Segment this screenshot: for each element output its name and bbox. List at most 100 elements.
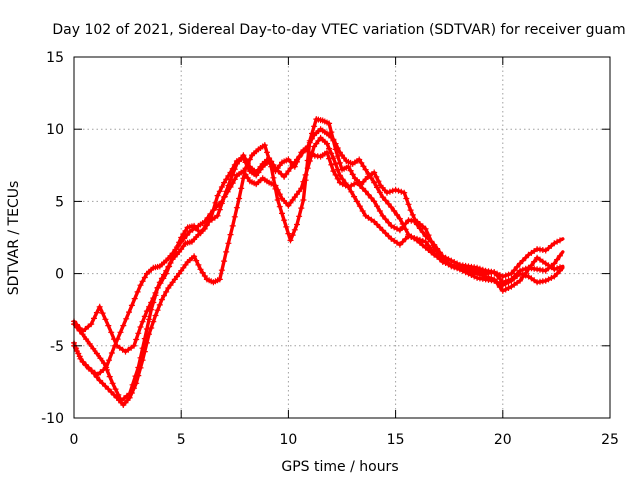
data-point bbox=[126, 394, 133, 401]
data-point bbox=[246, 156, 253, 163]
data-point bbox=[388, 204, 395, 211]
data-point bbox=[99, 380, 106, 387]
data-point bbox=[238, 185, 245, 192]
data-point bbox=[551, 260, 558, 267]
data-point bbox=[379, 212, 386, 219]
data-point bbox=[557, 264, 563, 271]
data-point bbox=[462, 268, 469, 275]
data-point bbox=[106, 357, 112, 364]
data-point bbox=[328, 161, 335, 168]
data-point bbox=[334, 153, 341, 160]
data-point bbox=[302, 177, 309, 184]
data-point bbox=[365, 191, 372, 198]
data-point bbox=[554, 270, 561, 277]
data-point bbox=[223, 248, 230, 255]
data-point bbox=[411, 216, 418, 223]
data-point bbox=[214, 212, 221, 219]
data-point bbox=[356, 156, 363, 163]
data-point bbox=[330, 136, 337, 143]
data-point bbox=[108, 389, 115, 395]
data-point bbox=[382, 230, 389, 237]
y-tick-label: 15 bbox=[46, 50, 64, 66]
data-point bbox=[422, 225, 429, 232]
data-point bbox=[382, 197, 389, 204]
data-point bbox=[216, 201, 223, 208]
data-point bbox=[454, 265, 461, 272]
data-point bbox=[117, 329, 124, 336]
data-point bbox=[517, 260, 523, 267]
data-point bbox=[83, 336, 90, 343]
data-point bbox=[448, 263, 455, 270]
data-point bbox=[229, 165, 236, 172]
data-point bbox=[300, 197, 307, 203]
data-point bbox=[517, 270, 523, 277]
data-point bbox=[225, 240, 232, 247]
data-point bbox=[332, 160, 339, 167]
data-point bbox=[451, 264, 458, 271]
data-point bbox=[328, 150, 335, 157]
x-tick-label: 20 bbox=[494, 432, 512, 448]
data-point bbox=[133, 336, 140, 343]
x-axis-label: GPS time / hours bbox=[281, 459, 398, 475]
data-point bbox=[91, 315, 97, 322]
data-point bbox=[180, 231, 187, 238]
data-point bbox=[311, 123, 318, 130]
data-point bbox=[79, 358, 86, 365]
data-point bbox=[143, 326, 150, 332]
data-point bbox=[102, 316, 109, 323]
data-point bbox=[261, 142, 268, 149]
data-point bbox=[396, 241, 403, 248]
data-point bbox=[191, 253, 198, 260]
data-point bbox=[201, 225, 208, 232]
chart-title: Day 102 of 2021, Sidereal Day-to-day VTE… bbox=[52, 22, 625, 38]
data-point bbox=[494, 280, 501, 287]
data-point bbox=[206, 218, 213, 225]
data-point bbox=[111, 336, 117, 343]
data-point bbox=[474, 264, 481, 271]
data-point bbox=[163, 288, 170, 295]
data-point bbox=[73, 348, 80, 355]
data-point bbox=[522, 254, 529, 261]
data-point bbox=[274, 197, 281, 203]
data-point bbox=[227, 184, 234, 190]
data-point bbox=[382, 216, 389, 223]
data-point bbox=[505, 271, 512, 278]
data-point bbox=[330, 155, 337, 162]
data-point bbox=[398, 188, 405, 195]
data-point bbox=[93, 309, 100, 316]
data-point bbox=[150, 318, 157, 325]
data-point bbox=[103, 364, 110, 371]
data-point bbox=[152, 289, 159, 296]
data-point bbox=[96, 303, 103, 310]
data-point bbox=[216, 276, 223, 283]
data-point bbox=[93, 374, 100, 381]
data-point bbox=[285, 230, 292, 237]
data-point bbox=[339, 176, 346, 183]
data-point bbox=[154, 307, 161, 314]
data-point bbox=[431, 241, 438, 248]
data-point bbox=[165, 263, 172, 270]
data-point bbox=[422, 238, 429, 245]
data-point bbox=[287, 237, 294, 244]
data-point bbox=[268, 161, 275, 168]
series-track-4 bbox=[72, 127, 565, 354]
data-point bbox=[218, 267, 225, 274]
data-point bbox=[139, 318, 146, 325]
data-point bbox=[105, 322, 112, 329]
data-point bbox=[212, 199, 219, 206]
data-point bbox=[359, 208, 366, 214]
data-point bbox=[399, 221, 406, 227]
x-tick-label: 15 bbox=[387, 432, 405, 448]
data-point bbox=[371, 198, 378, 205]
data-point bbox=[414, 221, 420, 228]
data-point bbox=[522, 270, 529, 277]
data-point bbox=[101, 360, 107, 367]
data-point bbox=[231, 161, 238, 168]
data-point bbox=[141, 313, 148, 320]
data-point bbox=[264, 149, 270, 156]
data-point bbox=[86, 340, 93, 347]
data-point bbox=[216, 188, 223, 195]
data-point bbox=[371, 218, 378, 225]
data-point bbox=[328, 129, 335, 136]
